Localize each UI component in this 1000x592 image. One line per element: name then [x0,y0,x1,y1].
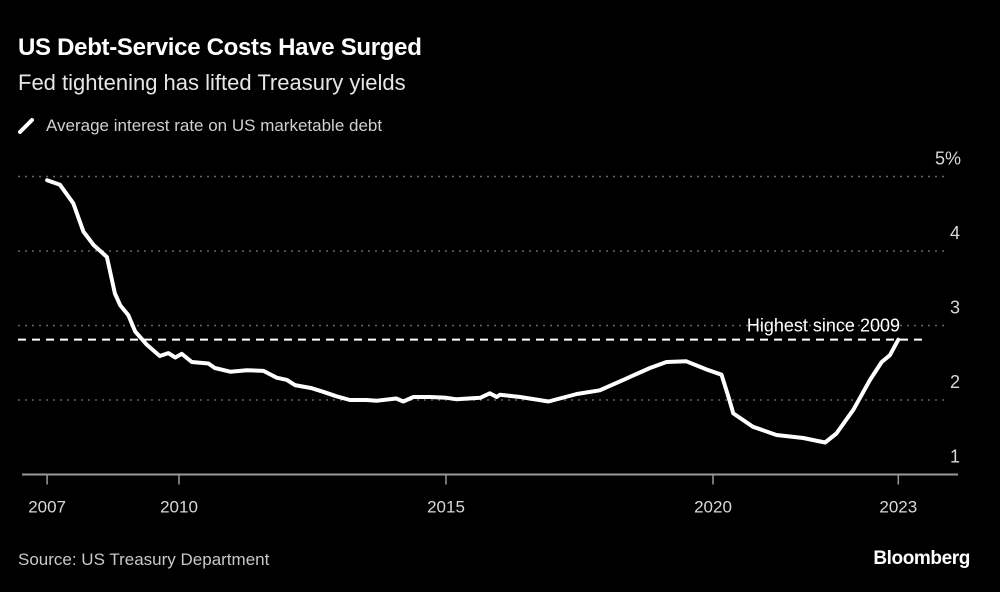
chart-title: US Debt-Service Costs Have Surged [18,34,422,61]
legend-swatch-icon [18,118,34,134]
chart-subtitle: Fed tightening has lifted Treasury yield… [18,70,406,95]
x-tick-label: 2007 [28,498,66,517]
legend: Average interest rate on US marketable d… [18,116,382,136]
x-tick-label: 2010 [160,498,198,517]
x-tick-label: 2020 [694,498,732,517]
bloomberg-logo: Bloomberg [873,548,970,569]
x-tick-label: 2015 [427,498,465,517]
y-tick-label: 2 [950,372,960,392]
y-tick-label: 1 [950,447,960,467]
x-tick-label: 2023 [879,498,917,517]
legend-label: Average interest rate on US marketable d… [46,116,383,135]
series-line [45,178,901,445]
y-tick-label: 5% [935,149,961,169]
source-note: Source: US Treasury Department [18,550,270,569]
annotation-label: Highest since 2009 [747,316,900,336]
y-tick-label: 4 [950,223,960,243]
y-tick-label: 3 [950,298,960,318]
